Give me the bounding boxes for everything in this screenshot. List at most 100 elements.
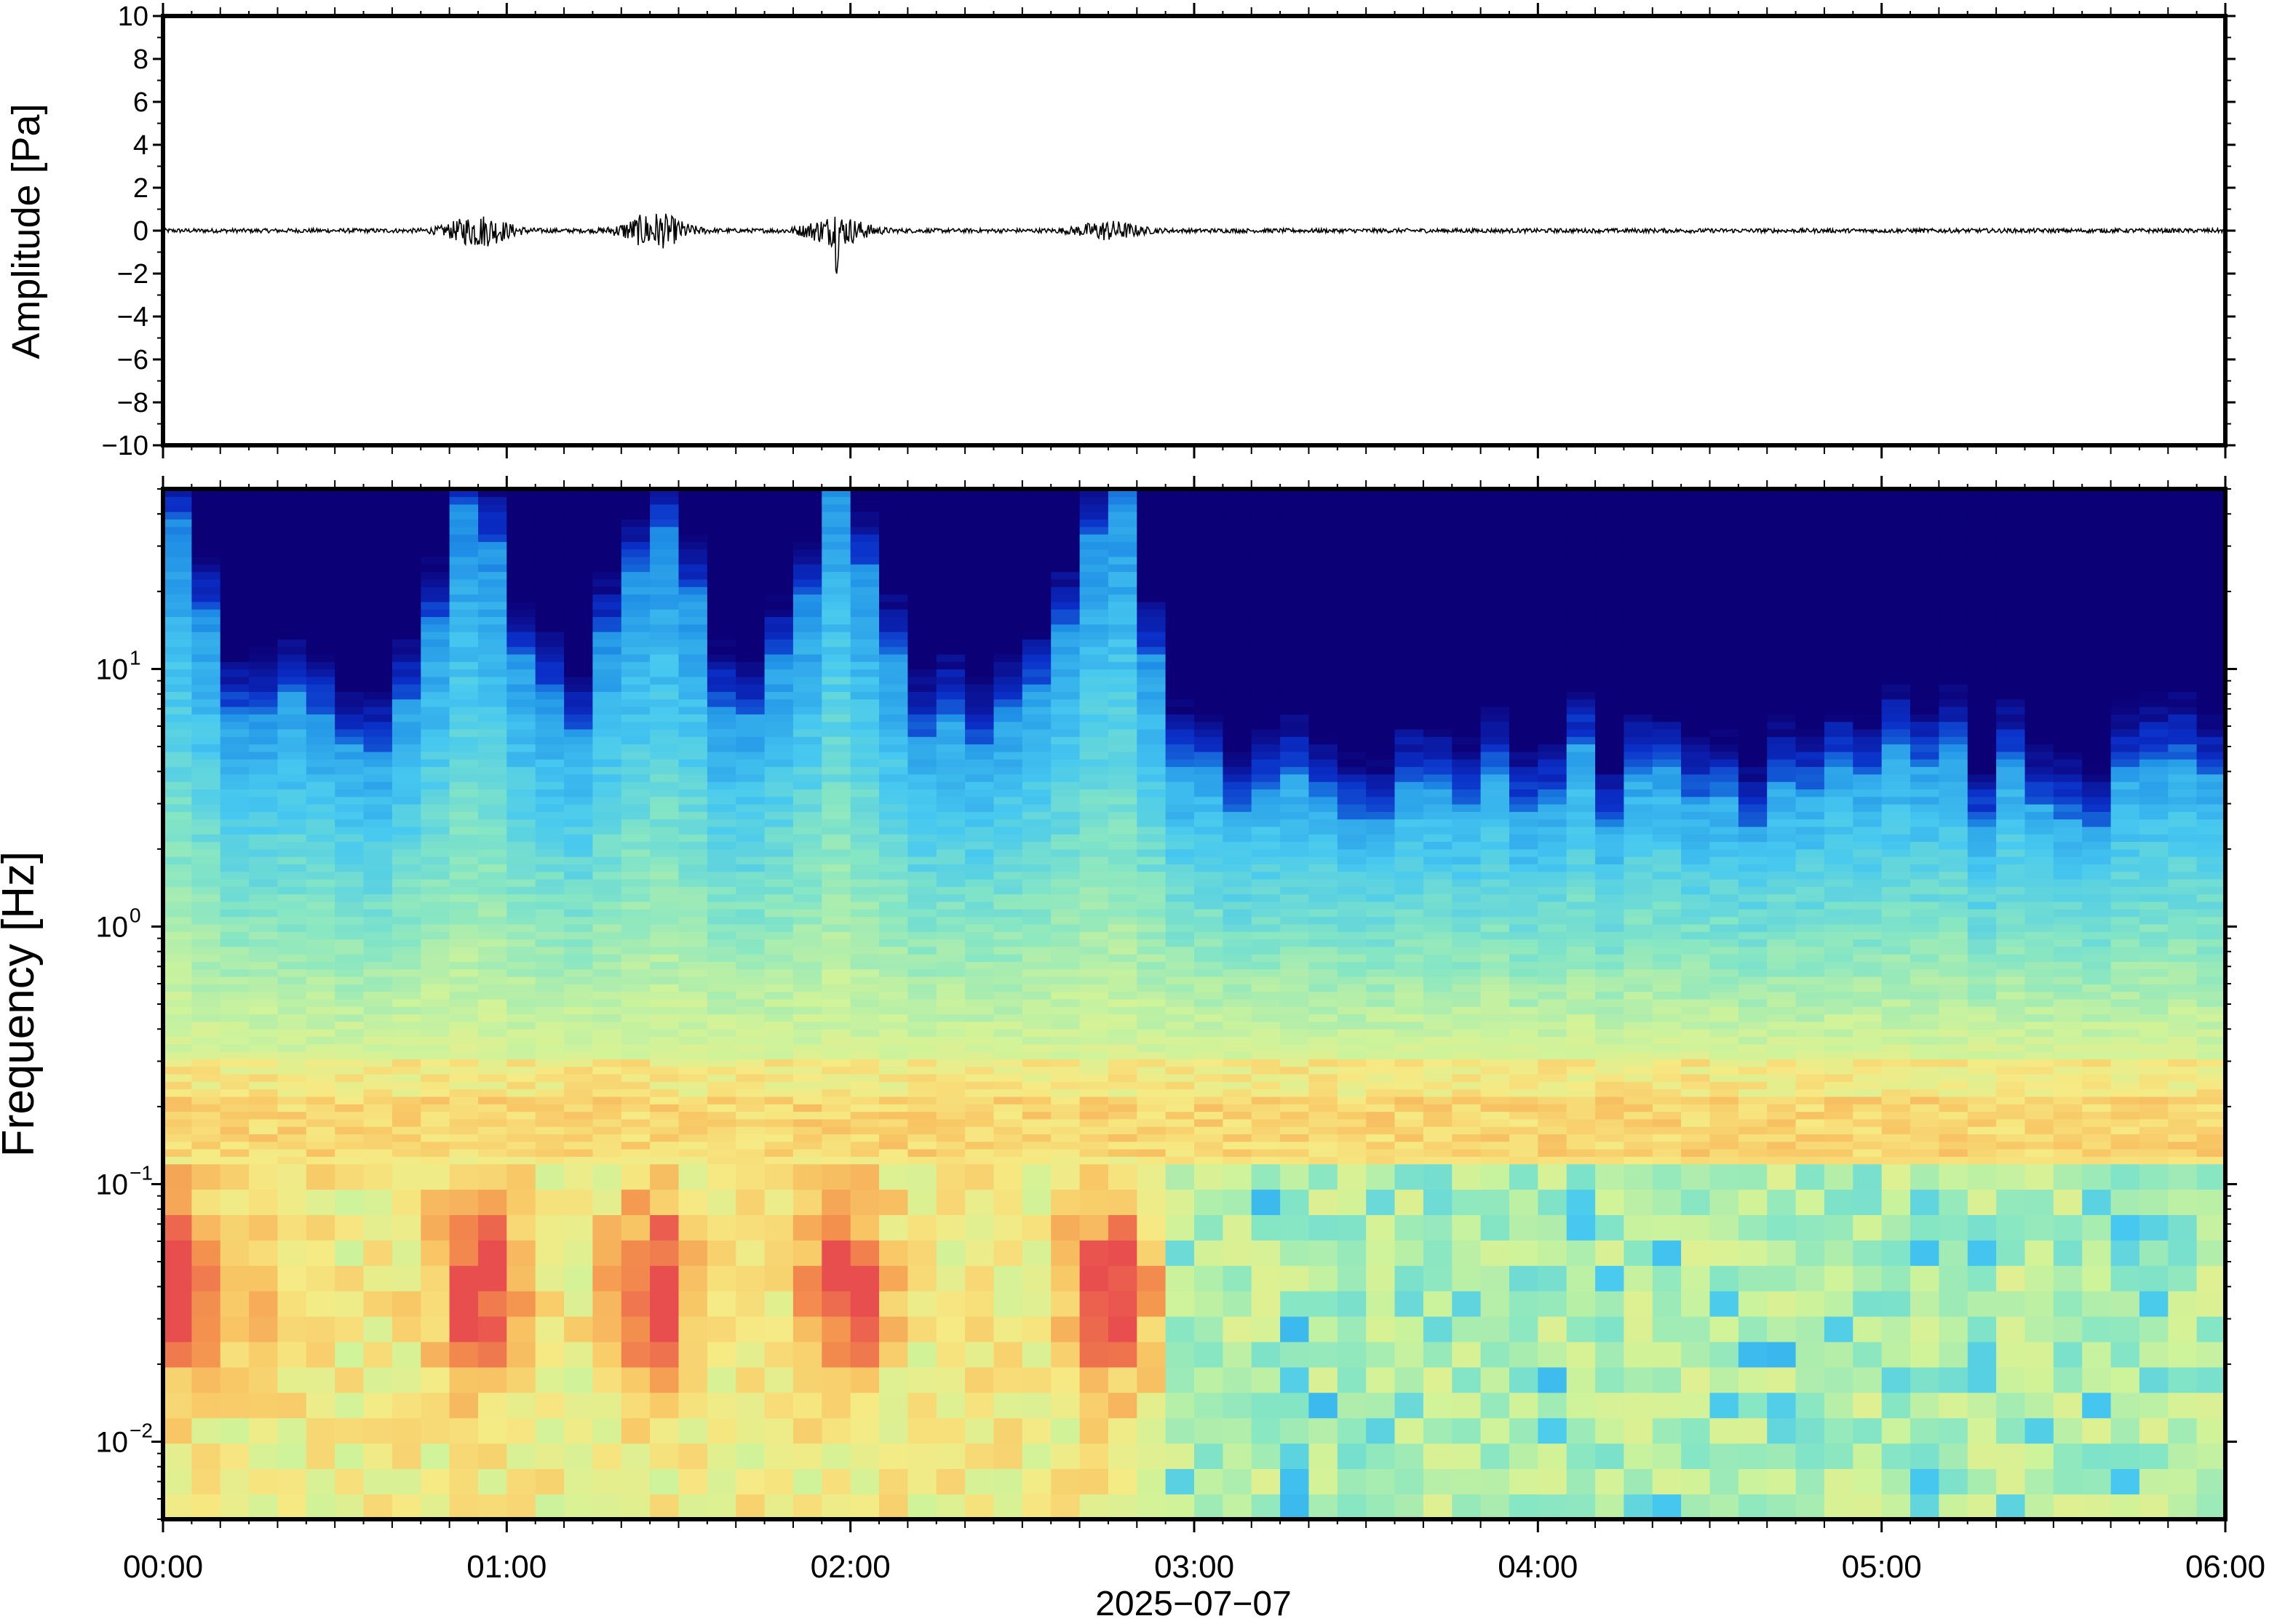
spectrogram-cell xyxy=(879,496,909,505)
spectrogram-cell xyxy=(822,728,851,737)
spectrogram-cell xyxy=(564,1036,594,1045)
spectrogram-cell xyxy=(592,1126,622,1134)
spectrogram-cell xyxy=(1337,1468,1367,1494)
spectrogram-cell xyxy=(879,1240,909,1266)
spectrogram-cell xyxy=(335,991,365,1000)
spectrogram-cell xyxy=(1223,1059,1252,1067)
spectrogram-cell xyxy=(1280,721,1310,730)
spectrogram-cell xyxy=(506,781,536,789)
spectrogram-cell xyxy=(1394,909,1424,918)
spectrogram-cell xyxy=(506,503,536,512)
spectrogram-cell xyxy=(1223,549,1252,557)
spectrogram-cell xyxy=(1280,1148,1310,1157)
spectrogram-cell xyxy=(191,811,221,820)
spectrogram-cell xyxy=(736,751,766,760)
spectrogram-cell xyxy=(363,608,393,617)
spectrogram-cell xyxy=(1194,1240,1224,1266)
spectrogram-cell xyxy=(392,751,422,760)
spectrogram-cell xyxy=(1337,1096,1367,1104)
spectrogram-cell xyxy=(850,578,880,587)
spectrogram-cell xyxy=(421,916,450,925)
spectrogram-cell xyxy=(1194,1148,1224,1157)
spectrogram-cell xyxy=(621,646,651,655)
spectrogram-cell xyxy=(363,1073,393,1082)
spectrogram-cell xyxy=(506,1073,536,1082)
spectrogram-cell xyxy=(936,953,966,962)
spectrogram-cell xyxy=(936,1118,966,1127)
spectrogram-cell xyxy=(163,909,193,918)
spectrogram-cell xyxy=(650,691,680,700)
spectrogram-cell xyxy=(191,931,221,940)
spectrogram-cell xyxy=(1251,1392,1281,1419)
spectrogram-cell xyxy=(1137,721,1167,730)
spectrogram-cell xyxy=(449,601,479,610)
spectrogram-cell xyxy=(1280,1006,1310,1015)
spectrogram-cell xyxy=(1165,653,1195,662)
spectrogram-cell xyxy=(1165,1265,1195,1291)
spectrogram-cell xyxy=(1394,931,1424,940)
spectrogram-cell xyxy=(535,1028,565,1037)
spectrogram-cell xyxy=(822,503,851,512)
spectrogram-cell xyxy=(936,991,966,1000)
spectrogram-cell xyxy=(707,1073,737,1082)
spectrogram-cell xyxy=(277,998,307,1007)
spectrogram-cell xyxy=(678,901,708,909)
spectrogram-cell xyxy=(1366,1111,1396,1120)
spectrogram-cell xyxy=(163,571,193,580)
spectrogram-cell xyxy=(1137,1028,1167,1037)
spectrogram-cell xyxy=(678,991,708,1000)
spectrogram-cell xyxy=(993,1073,1023,1082)
spectrogram-cell xyxy=(792,968,823,977)
spectrogram-cell xyxy=(1394,1156,1424,1165)
spectrogram-cell xyxy=(1165,856,1195,864)
spectrogram-cell xyxy=(1051,759,1081,768)
spectrogram-cell xyxy=(1223,1021,1252,1030)
spectrogram-cell xyxy=(1452,1163,1482,1190)
spectrogram-cell xyxy=(191,1392,221,1419)
spectrogram-cell xyxy=(678,1265,708,1291)
spectrogram-cell xyxy=(1022,1006,1052,1015)
spectrogram-cell xyxy=(1223,1126,1252,1134)
spectrogram-cell xyxy=(249,1290,279,1317)
spectrogram-cell xyxy=(1079,834,1109,843)
spectrogram-cell xyxy=(392,916,422,925)
spectrogram-cell xyxy=(535,1081,565,1090)
spectrogram-cell xyxy=(220,639,250,648)
spectrogram-cell xyxy=(592,998,622,1007)
spectrogram-cell xyxy=(1165,631,1195,640)
spectrogram-cell xyxy=(1165,1366,1195,1393)
spectrogram-cell xyxy=(191,878,221,887)
spectrogram-cell xyxy=(1337,1021,1367,1030)
spectrogram-cell xyxy=(650,751,680,760)
spectrogram-cell xyxy=(1337,848,1367,857)
spectrogram-cell xyxy=(1137,503,1167,512)
spectrogram-cell xyxy=(277,676,307,685)
spectrogram-cell xyxy=(879,1443,909,1469)
spectrogram-cell xyxy=(965,803,995,812)
spectrogram-cell xyxy=(506,916,536,925)
spectrogram-cell xyxy=(1308,631,1338,640)
spectrogram-cell xyxy=(707,1156,737,1165)
spectrogram-cell xyxy=(1337,1148,1367,1157)
spectrogram-cell xyxy=(1280,616,1310,625)
spectrogram-cell xyxy=(764,901,794,909)
spectrogram-cell xyxy=(1452,856,1482,864)
spectrogram-cell xyxy=(478,1341,508,1368)
spectrogram-cell xyxy=(1337,1104,1367,1112)
spectrogram-cell xyxy=(449,766,479,775)
spectrogram-cell xyxy=(1022,578,1052,587)
spectrogram-cell xyxy=(965,1189,995,1215)
spectrogram-cell xyxy=(1051,489,1081,498)
spectrogram-cell xyxy=(1366,721,1396,730)
spectrogram-cell xyxy=(535,691,565,700)
spectrogram-cell xyxy=(335,1494,365,1520)
spectrogram-cell xyxy=(1452,549,1482,557)
spectrogram-cell xyxy=(506,886,536,895)
spectrogram-cell xyxy=(1394,1290,1424,1317)
spectrogram-cell xyxy=(535,1214,565,1241)
spectrogram-cell xyxy=(1394,923,1424,932)
spectrogram-cell xyxy=(650,1240,680,1266)
spectrogram-cell xyxy=(421,789,450,797)
spectrogram-cell xyxy=(764,533,794,542)
spectrogram-cell xyxy=(449,1163,479,1190)
